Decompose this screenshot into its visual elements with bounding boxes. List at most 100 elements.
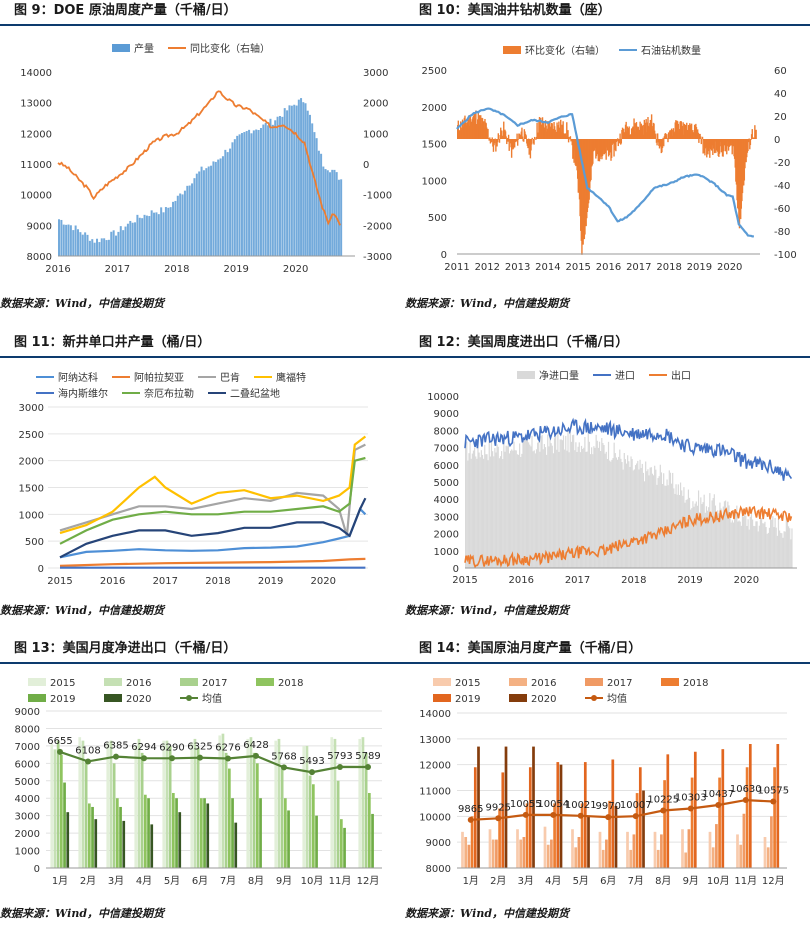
x-tick-label: 4月 bbox=[545, 875, 561, 887]
x-tick-label: 2016 bbox=[509, 575, 534, 586]
weekly-change-bar bbox=[535, 139, 537, 140]
x-tick-label: 2016 bbox=[45, 264, 70, 275]
net-import-bar bbox=[658, 476, 660, 568]
production-bar bbox=[107, 239, 110, 256]
average-data-label: 6294 bbox=[131, 742, 156, 753]
weekly-change-bar bbox=[662, 137, 664, 139]
production-bar bbox=[150, 210, 153, 256]
source-note: 数据来源：Wind，中信建投期货 bbox=[405, 297, 570, 310]
weekly-change-bar bbox=[510, 139, 513, 158]
production-bar bbox=[72, 230, 75, 256]
month-bar bbox=[488, 829, 492, 868]
production-bar bbox=[136, 214, 139, 256]
month-bar bbox=[656, 849, 660, 868]
net-import-bar bbox=[610, 461, 612, 568]
net-import-bar bbox=[526, 439, 529, 568]
net-import-bar bbox=[523, 440, 525, 568]
weekly-change-bar bbox=[533, 136, 536, 139]
net-import-bar bbox=[786, 521, 789, 568]
net-import-bar bbox=[668, 470, 670, 568]
month-bar bbox=[577, 837, 581, 868]
production-bar bbox=[313, 132, 316, 256]
month-bar bbox=[358, 738, 362, 868]
average-data-label: 10225 bbox=[647, 795, 679, 806]
net-import-bar bbox=[515, 450, 517, 568]
y2-tick-label: -3000 bbox=[363, 252, 392, 263]
weekly-change-bar bbox=[751, 129, 753, 139]
net-import-bar bbox=[574, 450, 576, 568]
production-bar bbox=[240, 133, 243, 256]
x-tick-label: 12月 bbox=[357, 875, 380, 887]
legend-swatch bbox=[509, 678, 527, 686]
y-tick-label: 10000 bbox=[419, 812, 451, 823]
month-bar bbox=[168, 745, 172, 868]
net-import-bar bbox=[746, 525, 748, 568]
chart-title: 图 11：新井单口井产量（桶/日） bbox=[14, 335, 211, 350]
month-bar bbox=[305, 745, 309, 868]
series-line bbox=[59, 435, 367, 535]
legend-label: 均值 bbox=[607, 692, 627, 705]
average-data-label: 5493 bbox=[299, 756, 324, 767]
month-bar bbox=[116, 798, 119, 868]
weekly-change-bar bbox=[628, 126, 630, 139]
production-bar bbox=[62, 224, 65, 256]
production-bar bbox=[304, 103, 307, 256]
net-import-bar bbox=[682, 495, 684, 568]
net-import-bar bbox=[727, 501, 729, 568]
production-bar bbox=[219, 158, 222, 256]
month-bar bbox=[553, 803, 556, 868]
month-bar bbox=[614, 806, 618, 868]
month-bar bbox=[739, 844, 743, 868]
weekly-change-bar bbox=[506, 137, 509, 139]
net-import-bar bbox=[564, 449, 566, 568]
production-bar bbox=[129, 220, 132, 256]
net-import-bar bbox=[483, 458, 485, 568]
title-rule bbox=[405, 356, 810, 358]
y-tick-label: 1500 bbox=[422, 140, 447, 151]
production-bar bbox=[93, 242, 96, 256]
legend-swatch bbox=[509, 694, 527, 702]
net-import-bar bbox=[690, 509, 692, 568]
net-import-bar bbox=[642, 472, 645, 568]
x-tick-label: 2018 bbox=[656, 262, 681, 273]
net-import-bar bbox=[672, 472, 674, 568]
weekly-change-bar bbox=[500, 130, 503, 139]
net-import-bar bbox=[504, 451, 506, 568]
weekly-change-bar bbox=[573, 139, 575, 163]
weekly-change-bar bbox=[491, 137, 493, 139]
weekly-change-bar bbox=[642, 124, 644, 139]
month-bar bbox=[718, 777, 721, 868]
net-import-bar bbox=[544, 447, 547, 568]
production-bar bbox=[103, 238, 106, 256]
production-bar bbox=[176, 195, 179, 256]
production-bar bbox=[181, 194, 184, 256]
average-point bbox=[141, 755, 147, 762]
legend-swatch bbox=[433, 678, 451, 686]
production-bar bbox=[119, 226, 122, 256]
net-import-bar bbox=[609, 460, 611, 568]
production-bar bbox=[122, 230, 125, 256]
month-bar bbox=[763, 837, 767, 868]
legend-label: 2020 bbox=[126, 694, 151, 705]
net-import-bar bbox=[467, 460, 469, 568]
net-import-bar bbox=[791, 528, 793, 568]
net-import-bar bbox=[732, 522, 735, 568]
net-import-bar bbox=[623, 453, 625, 568]
y-tick-label: 13000 bbox=[20, 99, 52, 110]
weekly-change-bar bbox=[658, 139, 661, 149]
month-bar bbox=[598, 831, 602, 868]
net-import-bar bbox=[593, 446, 595, 568]
month-bar bbox=[519, 839, 523, 868]
y-tick-label: 3000 bbox=[434, 512, 459, 523]
weekly-change-bar bbox=[617, 139, 619, 147]
y2-tick-label: 3000 bbox=[363, 68, 388, 79]
net-import-bar bbox=[661, 483, 664, 568]
net-import-bar bbox=[520, 457, 522, 568]
net-import-bar bbox=[555, 435, 557, 568]
production-bar bbox=[174, 200, 177, 256]
average-data-label: 5793 bbox=[327, 751, 352, 762]
average-data-label: 6276 bbox=[215, 743, 240, 754]
month-bar bbox=[50, 744, 54, 868]
average-point bbox=[467, 816, 474, 823]
net-import-bar bbox=[705, 506, 708, 568]
